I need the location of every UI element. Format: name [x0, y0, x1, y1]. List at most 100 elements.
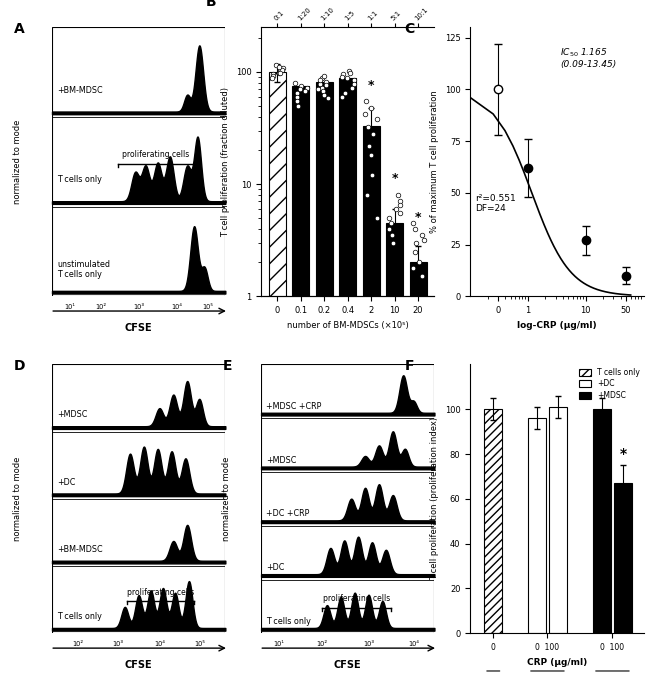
Text: 10⁴: 10⁴ — [172, 304, 182, 311]
Point — [345, 67, 356, 78]
Point — [294, 84, 305, 95]
Point — [278, 63, 289, 74]
Text: T cells only: T cells only — [57, 612, 102, 621]
Text: 10⁴: 10⁴ — [154, 642, 165, 648]
Point — [317, 73, 327, 84]
Bar — [593, 409, 610, 633]
Point — [395, 200, 405, 210]
Bar — [549, 407, 567, 633]
Point — [317, 82, 327, 93]
Point — [348, 78, 359, 89]
Bar — [363, 126, 380, 681]
Point — [362, 189, 372, 200]
Point — [360, 109, 370, 120]
Point — [384, 223, 394, 234]
Text: proliferating cells: proliferating cells — [323, 595, 390, 603]
Text: T cells only: T cells only — [57, 175, 102, 184]
Text: 10⁵: 10⁵ — [203, 304, 213, 311]
Text: +MDSC: +MDSC — [57, 410, 88, 419]
Point — [391, 204, 401, 215]
Bar — [528, 418, 545, 633]
Bar — [292, 86, 309, 681]
Text: r²=0.551
DF=24: r²=0.551 DF=24 — [475, 194, 516, 213]
Point — [417, 271, 427, 282]
Text: F: F — [404, 359, 414, 373]
Point — [268, 71, 278, 82]
Point — [275, 68, 285, 79]
Point — [277, 64, 287, 75]
Point — [385, 217, 396, 228]
Bar — [410, 262, 426, 681]
Point — [393, 189, 404, 200]
Text: C: C — [404, 22, 415, 36]
Text: +MDSC +CRP: +MDSC +CRP — [266, 402, 322, 411]
Text: proliferating cells: proliferating cells — [127, 588, 194, 597]
Point — [320, 76, 331, 87]
Bar — [316, 82, 333, 681]
Point — [384, 212, 395, 223]
Text: *: * — [619, 447, 627, 461]
Text: normalized to mode: normalized to mode — [13, 120, 22, 204]
Point — [315, 74, 326, 85]
Text: 10⁴: 10⁴ — [408, 642, 419, 648]
Point — [274, 62, 284, 73]
Text: +DC +CRP: +DC +CRP — [266, 509, 309, 518]
Text: +MDSC: +MDSC — [266, 456, 296, 464]
Point — [337, 91, 348, 102]
Point — [296, 80, 306, 91]
Point — [313, 84, 324, 95]
Text: D: D — [14, 359, 25, 373]
Text: *: * — [415, 211, 421, 224]
Point — [292, 87, 302, 98]
Point — [317, 85, 328, 96]
Text: 10²: 10² — [72, 642, 84, 648]
Point — [366, 102, 376, 113]
Text: *: * — [391, 172, 398, 185]
Point — [366, 150, 376, 161]
Point — [411, 237, 421, 248]
Point — [419, 234, 430, 245]
Text: 10²: 10² — [95, 304, 106, 311]
Point — [413, 257, 424, 268]
Text: CFSE: CFSE — [125, 661, 153, 670]
Text: +DC: +DC — [266, 563, 285, 572]
Text: unstimulated
T cells only: unstimulated T cells only — [57, 259, 110, 279]
Point — [319, 71, 330, 82]
Point — [293, 100, 304, 111]
Point — [266, 73, 277, 84]
Text: +BM-MDSC: +BM-MDSC — [57, 86, 103, 95]
Point — [408, 217, 418, 228]
Point — [300, 85, 311, 96]
Text: 10¹: 10¹ — [273, 642, 284, 648]
Point — [315, 78, 325, 89]
Text: IC$_{50}$ 1.165
(0.09-13.45): IC$_{50}$ 1.165 (0.09-13.45) — [560, 46, 617, 69]
Y-axis label: T cell proliferation (proliferation index): T cell proliferation (proliferation inde… — [430, 417, 439, 580]
Text: *: * — [368, 79, 374, 92]
Point — [291, 95, 302, 106]
Text: 10²: 10² — [316, 642, 328, 648]
Point — [348, 74, 359, 85]
Text: T cells only: T cells only — [266, 617, 311, 626]
Text: CFSE: CFSE — [125, 323, 153, 333]
Point — [410, 246, 421, 257]
Point — [367, 170, 377, 180]
Point — [302, 82, 312, 93]
Bar — [484, 409, 502, 633]
Text: +BM-MDSC: +BM-MDSC — [57, 545, 103, 554]
Point — [408, 262, 419, 273]
Point — [320, 80, 331, 91]
Text: proliferating cells: proliferating cells — [122, 151, 190, 159]
Text: 10⁵: 10⁵ — [194, 642, 205, 648]
Text: A: A — [14, 22, 25, 36]
Text: B: B — [205, 0, 216, 9]
Point — [363, 140, 374, 151]
Point — [318, 90, 329, 101]
Text: CFSE: CFSE — [334, 661, 361, 670]
Y-axis label: T cell proliferation (fraction diluted): T cell proliferation (fraction diluted) — [221, 86, 230, 237]
Text: +DC: +DC — [57, 477, 75, 486]
Text: 10³: 10³ — [112, 642, 124, 648]
X-axis label: number of BM-MDSCs (×10⁵): number of BM-MDSCs (×10⁵) — [287, 321, 409, 330]
X-axis label: CRP (μg/ml): CRP (μg/ml) — [526, 658, 587, 667]
Point — [291, 91, 302, 102]
Point — [323, 93, 333, 104]
